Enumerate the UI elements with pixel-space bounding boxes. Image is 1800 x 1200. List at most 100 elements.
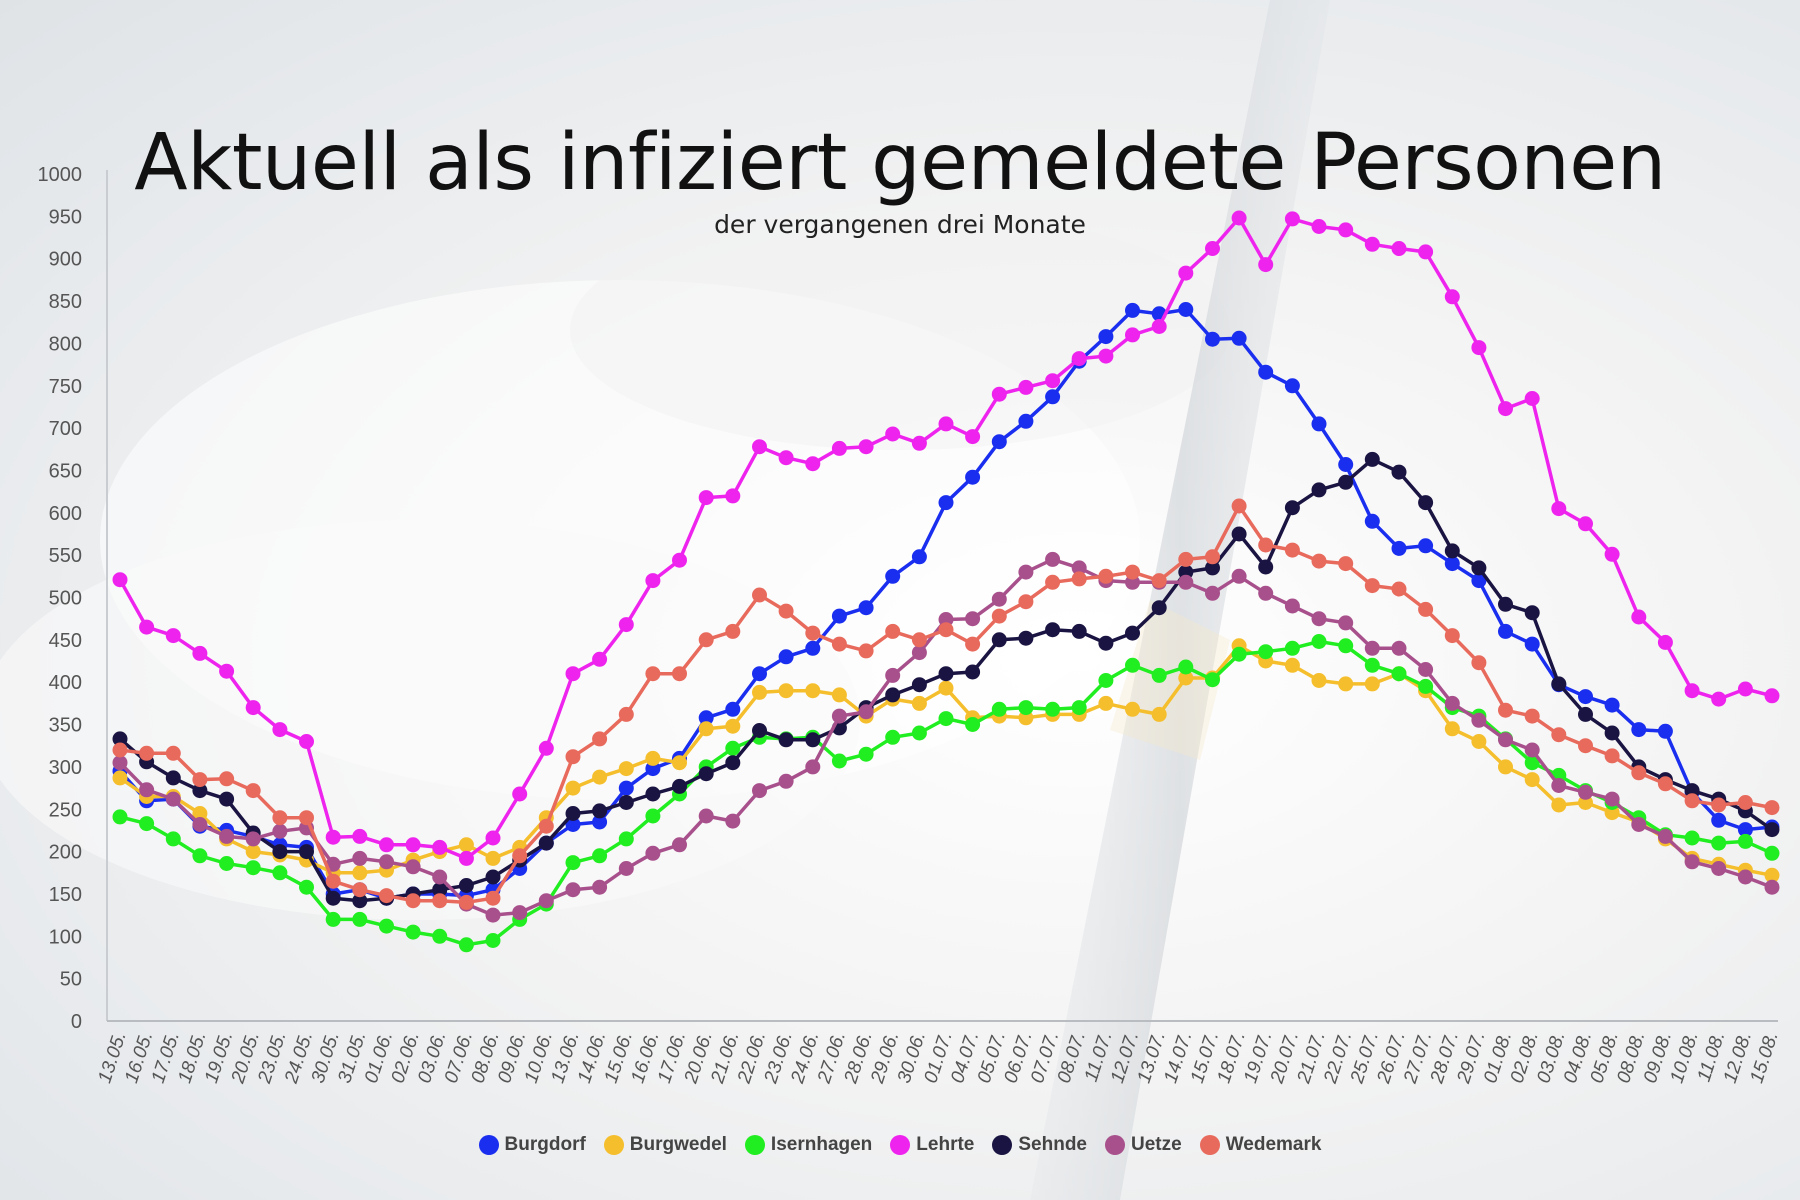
data-point-lehrte[interactable]: [1178, 265, 1194, 281]
data-point-wedemark[interactable]: [698, 632, 714, 648]
data-point-lehrte[interactable]: [1125, 327, 1140, 343]
data-point-uetze[interactable]: [1524, 742, 1540, 758]
data-point-sehnde[interactable]: [1604, 725, 1620, 741]
data-point-burgdorf[interactable]: [618, 780, 634, 796]
data-point-lehrte[interactable]: [512, 786, 528, 802]
data-point-wedemark[interactable]: [299, 810, 314, 826]
data-point-uetze[interactable]: [618, 861, 634, 876]
data-point-lehrte[interactable]: [672, 552, 687, 568]
data-point-sehnde[interactable]: [1098, 635, 1114, 651]
data-point-burgwedel[interactable]: [1311, 673, 1327, 688]
data-point-burgdorf[interactable]: [1657, 723, 1673, 739]
data-point-sehnde[interactable]: [1418, 495, 1434, 511]
data-point-isernhagen[interactable]: [725, 740, 741, 756]
data-point-sehnde[interactable]: [805, 732, 821, 748]
data-point-wedemark[interactable]: [1205, 549, 1220, 565]
data-point-wedemark[interactable]: [432, 893, 448, 909]
data-point-wedemark[interactable]: [1524, 708, 1540, 724]
data-point-sehnde[interactable]: [1764, 822, 1780, 838]
data-point-burgwedel[interactable]: [1498, 759, 1513, 775]
data-point-lehrte[interactable]: [1151, 319, 1167, 334]
data-point-wedemark[interactable]: [1764, 800, 1780, 816]
data-point-lehrte[interactable]: [565, 666, 581, 682]
data-point-wedemark[interactable]: [1364, 578, 1380, 594]
data-point-burgwedel[interactable]: [698, 721, 714, 737]
data-point-lehrte[interactable]: [352, 828, 368, 844]
data-point-isernhagen[interactable]: [991, 701, 1007, 717]
data-point-isernhagen[interactable]: [1311, 634, 1327, 649]
data-point-sehnde[interactable]: [1524, 605, 1540, 621]
data-point-burgdorf[interactable]: [1018, 413, 1034, 429]
data-point-burgwedel[interactable]: [1125, 701, 1140, 717]
data-point-sehnde[interactable]: [698, 766, 714, 782]
data-point-burgdorf[interactable]: [911, 549, 927, 565]
data-point-uetze[interactable]: [1657, 828, 1673, 844]
data-point-lehrte[interactable]: [299, 734, 314, 749]
data-point-uetze[interactable]: [885, 667, 901, 683]
data-point-burgwedel[interactable]: [458, 837, 474, 853]
data-point-sehnde[interactable]: [325, 890, 341, 906]
data-point-sehnde[interactable]: [752, 723, 767, 738]
data-point-wedemark[interactable]: [645, 666, 661, 682]
data-point-uetze[interactable]: [1338, 615, 1354, 631]
data-point-burgwedel[interactable]: [592, 769, 608, 785]
data-point-lehrte[interactable]: [1071, 351, 1087, 367]
data-point-wedemark[interactable]: [1284, 542, 1300, 558]
data-point-wedemark[interactable]: [219, 771, 235, 787]
data-point-uetze[interactable]: [1205, 585, 1220, 601]
data-point-uetze[interactable]: [592, 879, 608, 895]
data-point-wedemark[interactable]: [1711, 797, 1727, 813]
data-point-uetze[interactable]: [1498, 732, 1513, 748]
data-point-wedemark[interactable]: [911, 632, 927, 648]
data-point-wedemark[interactable]: [1631, 765, 1647, 781]
data-point-wedemark[interactable]: [725, 623, 741, 639]
data-point-sehnde[interactable]: [1284, 500, 1300, 516]
data-point-isernhagen[interactable]: [299, 879, 314, 895]
data-point-burgwedel[interactable]: [1098, 695, 1114, 711]
data-point-burgwedel[interactable]: [1178, 670, 1194, 686]
data-point-wedemark[interactable]: [112, 742, 128, 758]
data-point-wedemark[interactable]: [672, 666, 687, 682]
data-point-burgwedel[interactable]: [805, 683, 821, 699]
data-point-burgdorf[interactable]: [565, 817, 581, 832]
data-point-burgwedel[interactable]: [1764, 867, 1780, 883]
data-point-lehrte[interactable]: [1578, 516, 1593, 532]
data-point-burgwedel[interactable]: [938, 680, 954, 696]
data-point-isernhagen[interactable]: [405, 924, 421, 940]
data-point-sehnde[interactable]: [618, 795, 634, 810]
data-point-wedemark[interactable]: [991, 608, 1007, 624]
legend-item-burgwedel[interactable]: Burgwedel: [603, 1134, 727, 1156]
data-point-burgdorf[interactable]: [991, 434, 1007, 450]
data-point-burgdorf[interactable]: [1125, 302, 1140, 318]
data-point-burgwedel[interactable]: [1551, 797, 1567, 813]
data-point-burgdorf[interactable]: [1205, 331, 1220, 347]
data-point-sehnde[interactable]: [1018, 630, 1034, 646]
data-point-uetze[interactable]: [485, 907, 501, 923]
data-point-uetze[interactable]: [991, 591, 1007, 607]
data-point-wedemark[interactable]: [325, 873, 341, 889]
data-point-burgwedel[interactable]: [831, 687, 847, 703]
data-point-burgwedel[interactable]: [725, 718, 741, 734]
data-point-wedemark[interactable]: [1338, 556, 1354, 572]
data-point-uetze[interactable]: [1684, 854, 1700, 870]
data-point-sehnde[interactable]: [1258, 559, 1274, 575]
data-point-wedemark[interactable]: [1151, 573, 1167, 589]
data-point-sehnde[interactable]: [458, 878, 474, 893]
data-point-uetze[interactable]: [645, 845, 661, 861]
data-point-burgdorf[interactable]: [1471, 573, 1487, 589]
data-point-uetze[interactable]: [672, 837, 687, 853]
data-point-lehrte[interactable]: [325, 829, 341, 845]
data-point-isernhagen[interactable]: [485, 933, 501, 948]
data-point-lehrte[interactable]: [645, 573, 661, 589]
data-point-uetze[interactable]: [192, 817, 208, 832]
data-point-uetze[interactable]: [965, 611, 981, 627]
data-point-lehrte[interactable]: [592, 651, 608, 667]
data-point-isernhagen[interactable]: [139, 816, 155, 832]
data-point-lehrte[interactable]: [805, 456, 821, 472]
data-point-sehnde[interactable]: [565, 806, 581, 821]
data-point-sehnde[interactable]: [352, 893, 368, 909]
data-point-lehrte[interactable]: [991, 386, 1007, 402]
data-point-burgwedel[interactable]: [1444, 721, 1460, 737]
data-point-lehrte[interactable]: [725, 488, 741, 504]
data-point-wedemark[interactable]: [352, 882, 368, 898]
